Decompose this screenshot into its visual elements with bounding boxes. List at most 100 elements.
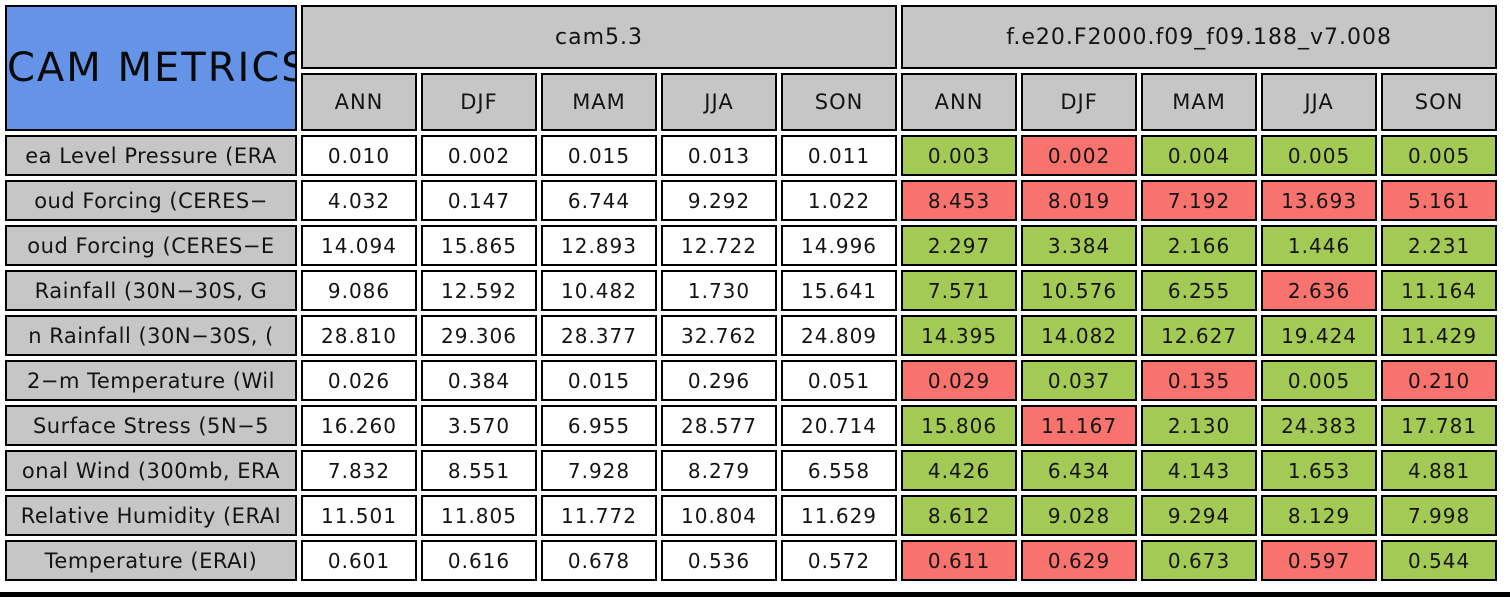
cam53-value-cell: 16.260 xyxy=(301,405,417,446)
season-header-djf: DJF xyxy=(421,73,537,131)
group-header-experiment: f.e20.F2000.f09_f09.188_v7.008 xyxy=(901,5,1498,69)
cam53-value-cell: 20.714 xyxy=(781,405,898,446)
experiment-value-cell: 19.424 xyxy=(1261,315,1378,356)
cam53-value-cell: 3.570 xyxy=(421,405,537,446)
cam53-value-cell: 15.641 xyxy=(781,270,898,311)
experiment-value-cell: 2.130 xyxy=(1141,405,1258,446)
cam53-value-cell: 1.730 xyxy=(661,270,777,311)
cam53-value-cell: 8.551 xyxy=(421,450,537,491)
cam53-value-cell: 4.032 xyxy=(301,180,417,221)
cam53-value-cell: 0.601 xyxy=(301,540,417,581)
cam53-value-cell: 0.015 xyxy=(541,135,657,176)
experiment-value-cell: 24.383 xyxy=(1261,405,1378,446)
cam53-value-cell: 7.832 xyxy=(301,450,417,491)
experiment-value-cell: 2.231 xyxy=(1381,225,1498,266)
cam53-value-cell: 0.026 xyxy=(301,360,417,401)
season-header-mam: MAM xyxy=(541,73,657,131)
experiment-value-cell: 0.005 xyxy=(1261,360,1378,401)
experiment-value-cell: 0.611 xyxy=(901,540,1018,581)
cam53-value-cell: 12.722 xyxy=(661,225,777,266)
experiment-value-cell: 0.005 xyxy=(1261,135,1378,176)
season-header-mam: MAM xyxy=(1141,73,1258,131)
season-header-ann: ANN xyxy=(901,73,1018,131)
table-title: CAM METRICS xyxy=(5,5,297,131)
metric-row: oud Forcing (CERES− 4.032 0.147 6.744 9.292 1… xyxy=(5,180,1498,221)
cam53-value-cell: 0.002 xyxy=(421,135,537,176)
season-header-son: SON xyxy=(781,73,898,131)
experiment-value-cell: 8.453 xyxy=(901,180,1018,221)
cam53-value-cell: 6.744 xyxy=(541,180,657,221)
season-header-djf: DJF xyxy=(1021,73,1138,131)
experiment-value-cell: 9.028 xyxy=(1021,495,1138,536)
cam53-value-cell: 0.147 xyxy=(421,180,537,221)
experiment-value-cell: 15.806 xyxy=(901,405,1018,446)
experiment-value-cell: 11.429 xyxy=(1381,315,1498,356)
experiment-value-cell: 0.037 xyxy=(1021,360,1138,401)
metric-row: Rainfall (30N−30S, G 9.086 12.592 10.482 1.7… xyxy=(5,270,1498,311)
experiment-value-cell: 0.544 xyxy=(1381,540,1498,581)
metric-row: Temperature (ERAI) 0.601 0.616 0.678 0.536 0.… xyxy=(5,540,1498,581)
experiment-value-cell: 0.004 xyxy=(1141,135,1258,176)
experiment-value-cell: 0.003 xyxy=(901,135,1018,176)
cam53-value-cell: 15.865 xyxy=(421,225,537,266)
metric-row: oud Forcing (CERES−E 14.094 15.865 12.893 12… xyxy=(5,225,1498,266)
cam53-value-cell: 11.772 xyxy=(541,495,657,536)
metric-label: Relative Humidity (ERAI xyxy=(5,495,297,536)
group-header-cam53: cam5.3 xyxy=(301,5,898,69)
cam53-value-cell: 11.501 xyxy=(301,495,417,536)
season-header-ann: ANN xyxy=(301,73,417,131)
experiment-value-cell: 0.673 xyxy=(1141,540,1258,581)
cam53-value-cell: 8.279 xyxy=(661,450,777,491)
metric-label: oud Forcing (CERES−E xyxy=(5,225,297,266)
experiment-value-cell: 11.164 xyxy=(1381,270,1498,311)
experiment-value-cell: 6.434 xyxy=(1021,450,1138,491)
cam53-value-cell: 9.292 xyxy=(661,180,777,221)
metric-label: Rainfall (30N−30S, G xyxy=(5,270,297,311)
experiment-value-cell: 0.029 xyxy=(901,360,1018,401)
cam53-value-cell: 0.011 xyxy=(781,135,898,176)
experiment-value-cell: 8.612 xyxy=(901,495,1018,536)
metric-row: Surface Stress (5N−5 16.260 3.570 6.955 28.5… xyxy=(5,405,1498,446)
cam53-value-cell: 10.804 xyxy=(661,495,777,536)
cam53-value-cell: 14.996 xyxy=(781,225,898,266)
metric-label: onal Wind (300mb, ERA xyxy=(5,450,297,491)
experiment-value-cell: 3.384 xyxy=(1021,225,1138,266)
cam53-value-cell: 11.805 xyxy=(421,495,537,536)
experiment-value-cell: 2.166 xyxy=(1141,225,1258,266)
season-header-son: SON xyxy=(1381,73,1498,131)
experiment-value-cell: 7.571 xyxy=(901,270,1018,311)
experiment-value-cell: 1.653 xyxy=(1261,450,1378,491)
cam53-value-cell: 12.592 xyxy=(421,270,537,311)
season-header-row: ANN DJF MAM JJA SON ANN DJF MAM JJA SON xyxy=(5,73,1498,131)
experiment-value-cell: 14.395 xyxy=(901,315,1018,356)
cam53-value-cell: 0.572 xyxy=(781,540,898,581)
cam53-value-cell: 0.296 xyxy=(661,360,777,401)
metric-label: 2−m Temperature (Wil xyxy=(5,360,297,401)
experiment-value-cell: 2.297 xyxy=(901,225,1018,266)
cam53-value-cell: 29.306 xyxy=(421,315,537,356)
cam53-value-cell: 0.010 xyxy=(301,135,417,176)
metric-label: ea Level Pressure (ERA xyxy=(5,135,297,176)
experiment-value-cell: 12.627 xyxy=(1141,315,1258,356)
experiment-value-cell: 2.636 xyxy=(1261,270,1378,311)
experiment-value-cell: 6.255 xyxy=(1141,270,1258,311)
cam53-value-cell: 7.928 xyxy=(541,450,657,491)
cam53-value-cell: 0.384 xyxy=(421,360,537,401)
cam53-value-cell: 1.022 xyxy=(781,180,898,221)
experiment-value-cell: 1.446 xyxy=(1261,225,1378,266)
cam53-value-cell: 0.536 xyxy=(661,540,777,581)
cam53-value-cell: 11.629 xyxy=(781,495,898,536)
metric-row: Relative Humidity (ERAI 11.501 11.805 11.77… xyxy=(5,495,1498,536)
cam53-value-cell: 0.616 xyxy=(421,540,537,581)
experiment-value-cell: 11.167 xyxy=(1021,405,1138,446)
cam53-value-cell: 9.086 xyxy=(301,270,417,311)
experiment-value-cell: 5.161 xyxy=(1381,180,1498,221)
metric-row: 2−m Temperature (Wil 0.026 0.384 0.015 0.296… xyxy=(5,360,1498,401)
experiment-value-cell: 0.210 xyxy=(1381,360,1498,401)
cam53-value-cell: 10.482 xyxy=(541,270,657,311)
cam53-value-cell: 6.955 xyxy=(541,405,657,446)
metric-label: n Rainfall (30N−30S, ( xyxy=(5,315,297,356)
cam53-value-cell: 32.762 xyxy=(661,315,777,356)
cam53-value-cell: 0.013 xyxy=(661,135,777,176)
cam53-value-cell: 28.377 xyxy=(541,315,657,356)
